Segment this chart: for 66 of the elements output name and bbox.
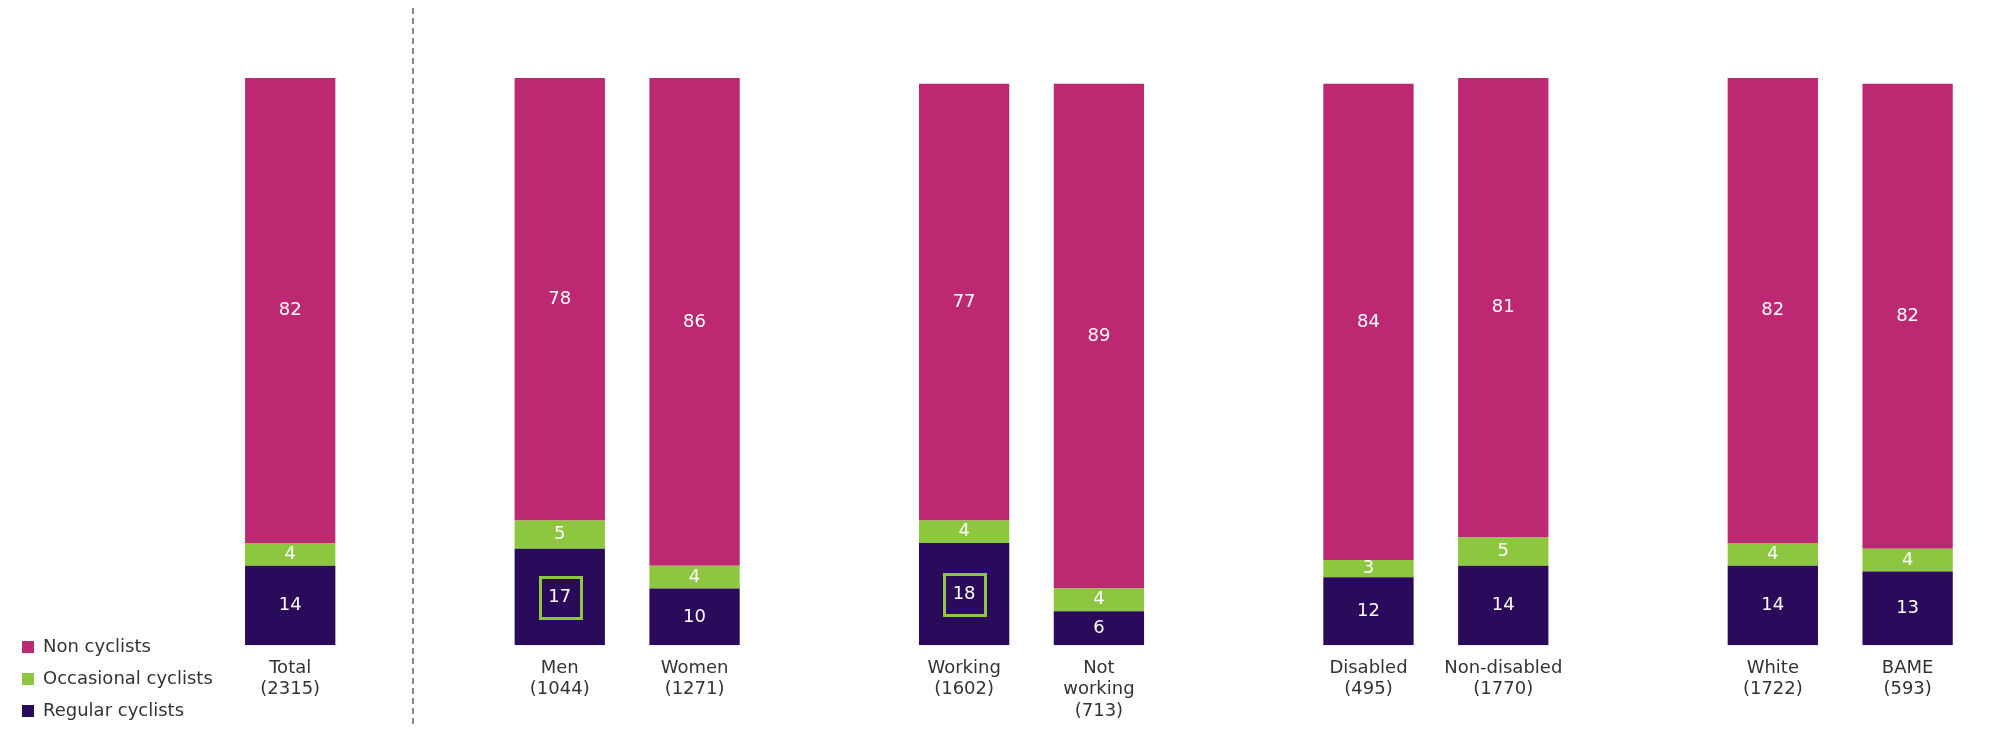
data-label: 13 [1896, 596, 1920, 617]
bar [918, 83, 1010, 521]
bar [245, 565, 336, 646]
x-tick-label: Working (1602) [927, 655, 1001, 699]
bar [1053, 588, 1145, 612]
data-label: 4 [958, 519, 970, 541]
x-tick-label: Women (1271) [660, 655, 729, 699]
bar [1727, 543, 1818, 566]
data-label: 84 [1357, 309, 1380, 331]
data-label: 86 [683, 309, 706, 331]
data-label: 4 [688, 564, 701, 586]
data-label: 6 [1093, 615, 1105, 637]
x-tick-label: Non-disabled (1770) [1444, 655, 1563, 699]
bar [1862, 83, 1953, 549]
legend-label: Occasional cyclists [43, 666, 213, 688]
bar [514, 78, 605, 521]
bar [918, 520, 1010, 544]
data-label: 18 [952, 581, 976, 603]
data-label: 14 [1761, 593, 1785, 615]
bar [1862, 548, 1953, 572]
x-tick-label: Disabled (495) [1329, 655, 1408, 699]
data-label: 14 [278, 593, 302, 615]
x-tick-label: Not working (713) [1063, 655, 1135, 720]
bar [649, 78, 740, 566]
bar [1458, 537, 1549, 566]
data-label: 4 [1093, 587, 1105, 609]
legend-label: Non cyclists [43, 634, 151, 656]
x-tick-label: White (1722) [1742, 655, 1803, 699]
bar [1458, 78, 1549, 538]
bar [1323, 577, 1414, 646]
data-label: 5 [1497, 539, 1509, 561]
bar [1323, 560, 1414, 578]
data-label: 5 [554, 522, 566, 544]
data-label: 89 [1087, 323, 1111, 345]
data-label: 12 [1357, 598, 1380, 620]
bar [1727, 565, 1818, 646]
data-label: 77 [952, 289, 976, 311]
bar [245, 543, 336, 566]
bar [649, 588, 740, 646]
bar [245, 78, 336, 544]
data-label: 82 [278, 298, 302, 320]
x-tick-label: Men (1044) [529, 655, 590, 699]
bar [514, 520, 605, 549]
x-tick-label: BAME (593) [1881, 655, 1934, 699]
data-label: 78 [548, 286, 572, 308]
data-label: 10 [683, 604, 706, 626]
data-label: 82 [1761, 298, 1785, 320]
x-tick-label: Total (2315) [260, 655, 321, 699]
bar [649, 565, 740, 589]
data-label: 81 [1491, 295, 1515, 317]
data-label: 17 [548, 584, 572, 606]
data-label: 4 [1901, 547, 1914, 569]
data-label: 14 [1491, 593, 1515, 615]
bar [1458, 565, 1549, 646]
legend-label: Regular cyclists [43, 698, 185, 720]
data-label: 82 [1896, 303, 1920, 325]
bar [918, 543, 1010, 646]
bar [1727, 78, 1818, 544]
bar [1862, 571, 1953, 646]
data-label: 4 [1767, 542, 1779, 564]
bar [1053, 611, 1145, 646]
data-label: 3 [1362, 556, 1375, 578]
bar [514, 548, 605, 646]
data-label: 4 [284, 542, 296, 564]
bar [1323, 83, 1414, 561]
bar [1053, 83, 1145, 589]
